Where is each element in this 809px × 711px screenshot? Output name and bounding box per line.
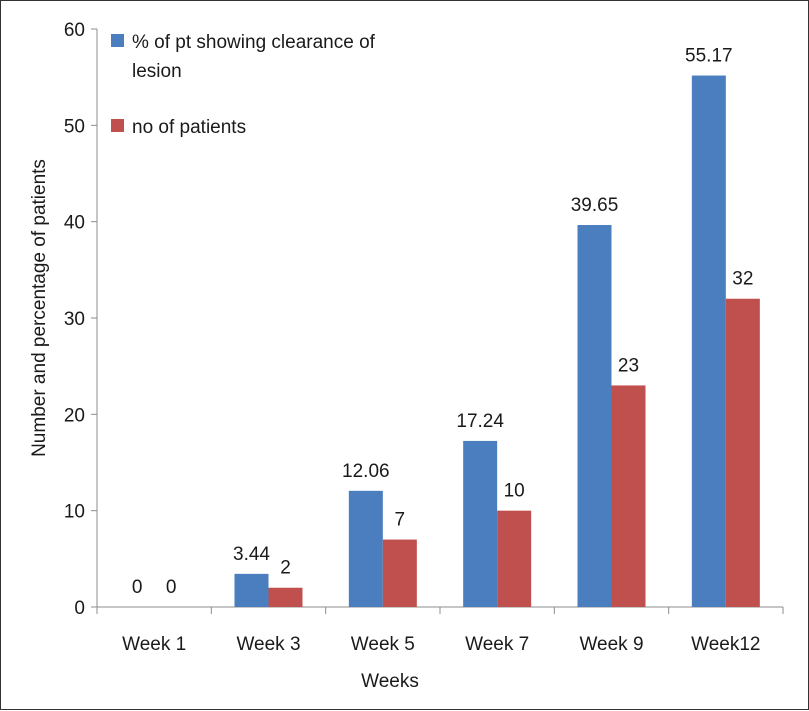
bar bbox=[463, 440, 498, 607]
bar bbox=[348, 490, 383, 607]
bar bbox=[611, 385, 646, 607]
bar bbox=[691, 75, 726, 608]
x-tick-label: Week12 bbox=[691, 634, 760, 655]
legend-swatch bbox=[111, 34, 124, 47]
x-tick-label: Week 1 bbox=[122, 634, 186, 655]
legend-label: no of patients bbox=[132, 117, 246, 138]
bars bbox=[234, 75, 760, 608]
bar bbox=[497, 510, 532, 607]
legend-label: lesion bbox=[132, 61, 182, 82]
y-tick-label: 20 bbox=[64, 405, 85, 426]
x-tick-label: Week 3 bbox=[236, 634, 300, 655]
bar bbox=[382, 539, 417, 607]
data-label: 55.17 bbox=[685, 46, 733, 67]
bar bbox=[234, 573, 269, 607]
data-label: 32 bbox=[732, 269, 753, 290]
y-tick-label: 0 bbox=[74, 598, 85, 619]
data-label: 39.65 bbox=[571, 195, 619, 216]
x-tick-label: Week 9 bbox=[579, 634, 643, 655]
bar bbox=[725, 298, 760, 607]
bar bbox=[268, 587, 303, 607]
data-label: 3.44 bbox=[233, 544, 270, 565]
data-label: 17.24 bbox=[456, 411, 504, 432]
x-tick-label: Week 7 bbox=[465, 634, 529, 655]
y-tick-label: 30 bbox=[64, 309, 85, 330]
x-tick-label: Week 5 bbox=[351, 634, 415, 655]
data-label: 2 bbox=[280, 558, 291, 579]
y-tick-label: 40 bbox=[64, 213, 85, 234]
bar bbox=[577, 225, 612, 607]
y-tick-label: 10 bbox=[64, 502, 85, 523]
legend-swatch bbox=[111, 119, 124, 132]
legend: % of pt showing clearance of lesion no of … bbox=[111, 32, 376, 138]
y-tick-label: 60 bbox=[64, 20, 85, 41]
y-tick-label: 50 bbox=[64, 116, 85, 137]
data-label: 10 bbox=[504, 481, 525, 502]
data-label: 0 bbox=[132, 577, 143, 598]
data-label: 12.06 bbox=[342, 461, 390, 482]
data-labels: 0 3.44 12.06 17.24 39.65 55.17 0 2 7 10 23 32 bbox=[132, 46, 754, 598]
data-label: 23 bbox=[618, 355, 639, 376]
data-label: 0 bbox=[166, 577, 177, 598]
y-axis-title: Number and percentage of patients bbox=[29, 159, 50, 457]
x-axis-title: Weeks bbox=[361, 671, 419, 692]
legend-label: % of pt showing clearance of bbox=[132, 32, 376, 53]
data-label: 7 bbox=[395, 510, 406, 531]
